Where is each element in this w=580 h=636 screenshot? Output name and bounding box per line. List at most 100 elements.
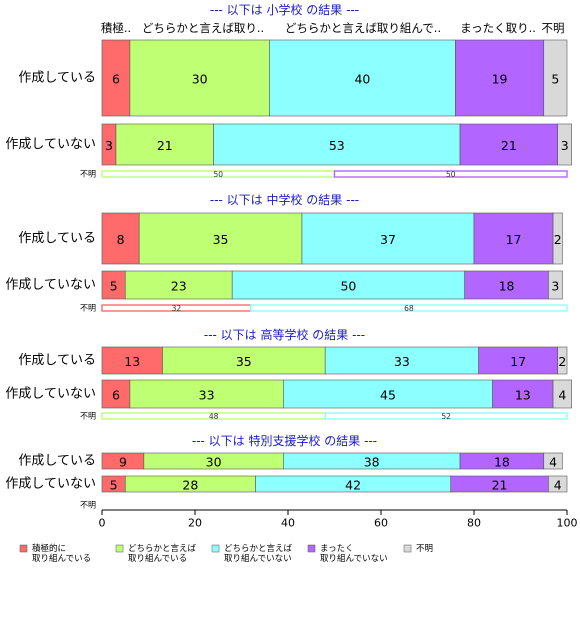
x-tick-label: 60 — [374, 517, 388, 530]
data-label: 4 — [558, 388, 566, 403]
unknown-data-label: 68 — [404, 304, 414, 313]
data-label: 4 — [554, 478, 562, 493]
row-label: 作成している — [18, 71, 96, 86]
column-header: どちらかと言えば取り.. — [142, 21, 264, 35]
data-label: 40 — [354, 72, 370, 87]
data-label: 3 — [551, 279, 559, 294]
bar-segment — [543, 39, 568, 117]
unknown-bar-segment — [250, 304, 568, 312]
unknown-bar-segment — [333, 170, 568, 178]
bar-segment — [301, 212, 475, 265]
data-label: 38 — [364, 455, 380, 470]
data-label: 21 — [492, 478, 508, 493]
row-label: 作成していない — [5, 137, 96, 152]
data-label: 5 — [110, 478, 118, 493]
unknown-row-label: 不明 — [80, 304, 96, 313]
bar-segment — [231, 270, 465, 300]
legend-label: 不明 — [416, 544, 433, 554]
data-label: 6 — [112, 72, 120, 87]
legend-label: 取り組んでいない — [320, 553, 388, 564]
data-label: 33 — [199, 388, 215, 403]
data-label: 13 — [515, 388, 531, 403]
row-label: 作成していない — [5, 387, 96, 402]
unknown-data-label: 52 — [441, 412, 451, 421]
data-label: 18 — [499, 279, 515, 294]
data-label: 3 — [105, 138, 113, 153]
x-tick-label: 0 — [99, 517, 106, 530]
data-label: 2 — [554, 232, 562, 247]
data-label: 4 — [549, 455, 557, 470]
x-tick-label: 20 — [188, 517, 202, 530]
bar-segment — [129, 379, 284, 409]
bar-segment — [115, 123, 214, 166]
legend-label: どちらかと言えば — [224, 543, 293, 554]
bar-segment — [283, 379, 493, 409]
bar-segment — [269, 39, 456, 117]
data-label: 5 — [110, 279, 118, 294]
legend-label: 取り組んでいる — [128, 553, 187, 564]
legend-label: 取り組んでいる — [32, 553, 91, 564]
panel-title: --- 以下は 高等学校 の結果 --- — [204, 327, 365, 342]
bar-segment — [557, 346, 568, 375]
bar-segment — [548, 270, 563, 300]
column-header: 積極.. — [101, 21, 131, 35]
unknown-data-label: 48 — [209, 412, 219, 421]
data-label: 5 — [551, 72, 559, 87]
x-tick-label: 80 — [467, 517, 481, 530]
unknown-row-label: 不明 — [80, 412, 96, 421]
data-label: 53 — [329, 138, 345, 153]
data-label: 35 — [213, 232, 229, 247]
data-label: 6 — [112, 388, 120, 403]
row-label: 作成している — [18, 231, 96, 246]
bar-segment — [473, 212, 554, 265]
legend-label: まったく — [320, 544, 354, 554]
data-label: 33 — [394, 354, 410, 369]
unknown-row-label: 不明 — [80, 170, 96, 179]
bar-segment — [459, 123, 558, 166]
bar-segment — [324, 346, 479, 375]
data-label: 21 — [157, 138, 173, 153]
data-label: 50 — [340, 279, 356, 294]
legend-swatch — [115, 544, 124, 553]
bar-segment — [213, 123, 461, 166]
data-label: 21 — [501, 138, 517, 153]
row-label: 作成していない — [5, 278, 96, 293]
data-label: 30 — [192, 72, 208, 87]
unknown-data-label: 32 — [172, 304, 182, 313]
data-label: 17 — [510, 354, 526, 369]
x-tick-label: 100 — [557, 517, 578, 530]
row-label: 作成していない — [5, 477, 96, 492]
bar-segment — [543, 452, 563, 470]
bar-segment — [101, 379, 131, 409]
data-label: 35 — [236, 354, 252, 369]
data-label: 2 — [558, 354, 566, 369]
data-label: 28 — [182, 478, 198, 493]
bar-segment — [101, 39, 131, 117]
data-label: 42 — [345, 478, 361, 493]
data-label: 18 — [494, 455, 510, 470]
bar-segment — [129, 39, 270, 117]
data-label: 23 — [171, 279, 187, 294]
bar-segment — [455, 39, 545, 117]
bar-segment — [101, 212, 140, 265]
unknown-bar-segment — [324, 412, 568, 420]
legend-swatch — [307, 544, 316, 553]
row-label: 作成している — [18, 353, 96, 368]
x-tick-label: 40 — [281, 517, 295, 530]
data-label: 37 — [380, 232, 396, 247]
column-header: どちらかと言えば取り組んで.. — [285, 21, 441, 35]
legend-swatch — [403, 544, 412, 553]
unknown-data-label: 50 — [446, 170, 456, 179]
data-label: 9 — [119, 455, 127, 470]
bar-segment — [557, 123, 572, 166]
legend-swatch — [211, 544, 220, 553]
bar-segment — [552, 379, 572, 409]
data-label: 19 — [492, 72, 508, 87]
data-label: 3 — [561, 138, 569, 153]
data-label: 30 — [206, 455, 222, 470]
legend-label: どちらかと言えば — [128, 543, 197, 554]
data-label: 13 — [124, 354, 140, 369]
data-label: 8 — [117, 232, 125, 247]
unknown-row-label: 不明 — [80, 501, 96, 510]
